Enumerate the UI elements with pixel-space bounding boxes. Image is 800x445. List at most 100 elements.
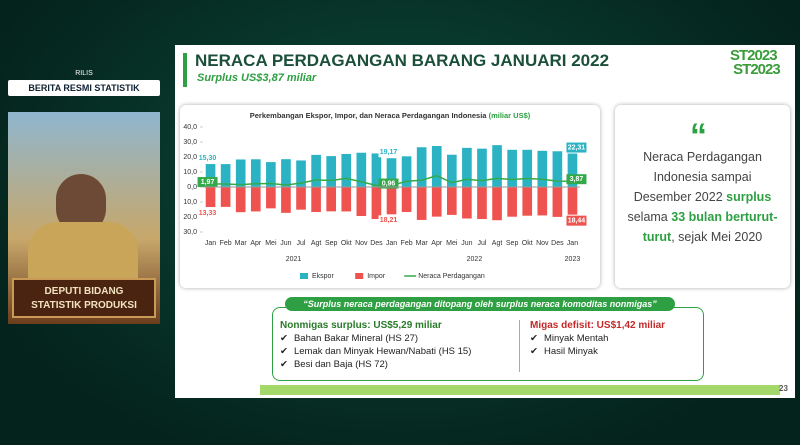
bar <box>205 187 216 207</box>
bar <box>446 154 457 187</box>
bar <box>537 187 548 216</box>
value-label-bg <box>197 207 218 218</box>
x-tick-label: Jun <box>461 240 472 247</box>
value-label-bg <box>378 178 399 189</box>
bar <box>205 164 216 187</box>
bar <box>220 164 231 187</box>
bar <box>462 187 472 219</box>
migas: Migas defisit: US$1,42 miliar Minyak Men… <box>530 320 700 359</box>
migas-title: Migas defisit: US$1,42 miliar <box>530 320 666 331</box>
year-label: 2022 <box>467 256 483 263</box>
value-label-bg <box>197 177 218 188</box>
bar <box>537 150 548 187</box>
bar <box>266 162 276 187</box>
x-tick-label: Mei <box>265 240 277 247</box>
quote-text: Neraca Perdagangan Indonesia sampai Dese… <box>625 147 780 247</box>
bar <box>341 187 352 212</box>
bar <box>341 153 352 187</box>
value-label: 18,21 <box>380 217 398 224</box>
x-tick-label: Jan <box>567 240 578 247</box>
bar <box>492 145 502 187</box>
nameplate: DEPUTI BIDANG STATISTIK PRODUKSI <box>12 278 156 318</box>
nonmigas-item: Bahan Bakar Mineral (HS 27) <box>280 333 510 344</box>
presenter-video: DEPUTI BIDANG STATISTIK PRODUKSI <box>8 112 160 324</box>
bar <box>522 187 533 216</box>
x-tick-label: Mar <box>416 240 429 247</box>
badge: BERITA RESMI STATISTIK <box>8 80 160 96</box>
bar <box>266 187 276 209</box>
value-label-bg <box>197 153 218 164</box>
nonmigas-item: Lemak dan Minyak Hewan/Nabati (HS 15) <box>280 346 510 357</box>
bar <box>371 153 382 187</box>
x-tick-label: Jul <box>478 240 487 247</box>
logo: ST2023 ST2023 <box>730 47 781 78</box>
x-tick-label: Apr <box>250 240 262 247</box>
slide: NERACA PERDAGANGAN BARANG JANUARI 2022 S… <box>175 45 795 398</box>
x-tick-label: Feb <box>220 240 232 247</box>
y-tick-label: 40,0 <box>183 124 197 131</box>
value-label-bg <box>378 147 399 158</box>
value-label: 22,31 <box>568 144 586 151</box>
title-accent <box>183 53 187 87</box>
bar <box>250 159 261 187</box>
x-tick-label: Mar <box>235 240 248 247</box>
bar <box>311 187 321 213</box>
bar <box>552 151 563 187</box>
x-tick-label: Nov <box>536 240 549 247</box>
bar <box>567 153 578 187</box>
x-tick-label: Agt <box>492 240 503 247</box>
y-tick-label: 10,0 <box>183 169 197 176</box>
bar <box>431 187 442 217</box>
x-tick-label: Sep <box>325 240 338 247</box>
x-tick-label: Okt <box>522 240 533 247</box>
bar <box>356 152 367 187</box>
value-label-bg <box>566 174 587 185</box>
chart-title-text: Perkembangan Ekspor, Impor, dan Neraca P… <box>250 111 488 120</box>
bar <box>371 187 382 220</box>
banner: “Surplus neraca perdagangan ditopang ole… <box>285 297 675 311</box>
bar <box>401 187 412 212</box>
year-label: 2023 <box>565 256 581 263</box>
bar <box>507 149 517 187</box>
bar <box>296 160 306 187</box>
nameplate-line: DEPUTI BIDANG <box>44 286 124 297</box>
x-tick-label: Agt <box>311 240 322 247</box>
y-tick-label: 30,0 <box>183 139 197 146</box>
bar <box>386 158 397 187</box>
x-tick-label: Jan <box>205 240 216 247</box>
bar <box>507 187 517 217</box>
bar <box>235 159 246 187</box>
year-label: 2021 <box>286 256 302 263</box>
legend-label: Ekspor <box>312 273 334 280</box>
nameplate-line: STATISTIK PRODUKSI <box>31 300 137 311</box>
chart-title: Perkembangan Ekspor, Impor, dan Neraca P… <box>250 111 531 120</box>
value-label: 15,30 <box>199 155 217 162</box>
quote-part: Neraca Perdagangan Indonesia sampai Dese… <box>633 150 762 204</box>
bar <box>446 187 457 215</box>
bar <box>311 154 321 187</box>
value-label: 3,87 <box>570 176 584 183</box>
x-tick-label: Mei <box>446 240 458 247</box>
slide-title: NERACA PERDAGANGAN BARANG JANUARI 2022 <box>195 51 610 70</box>
x-tick-label: Okt <box>341 240 352 247</box>
migas-item: Hasil Minyak <box>530 346 700 357</box>
migas-item: Minyak Mentah <box>530 333 700 344</box>
slide-subtitle: Surplus US$3,87 miliar <box>197 72 317 84</box>
bar <box>552 187 563 217</box>
y-tick-label: 20,0 <box>183 214 197 221</box>
bar <box>522 149 533 187</box>
legend-label: Impor <box>367 273 386 280</box>
bar <box>401 156 412 187</box>
x-tick-label: Jun <box>280 240 291 247</box>
x-tick-label: Nov <box>355 240 368 247</box>
quote-part: surplus <box>726 190 772 204</box>
legend-label: Neraca Perdagangan <box>418 273 485 280</box>
value-label-bg <box>566 142 587 153</box>
x-tick-label: Jan <box>386 240 397 247</box>
y-tick-label: 10,0 <box>183 199 197 206</box>
quote-mark: “ <box>690 117 707 155</box>
nonmigas-title: Nonmigas surplus: US$5,29 miliar <box>280 320 442 331</box>
bar <box>386 187 397 215</box>
